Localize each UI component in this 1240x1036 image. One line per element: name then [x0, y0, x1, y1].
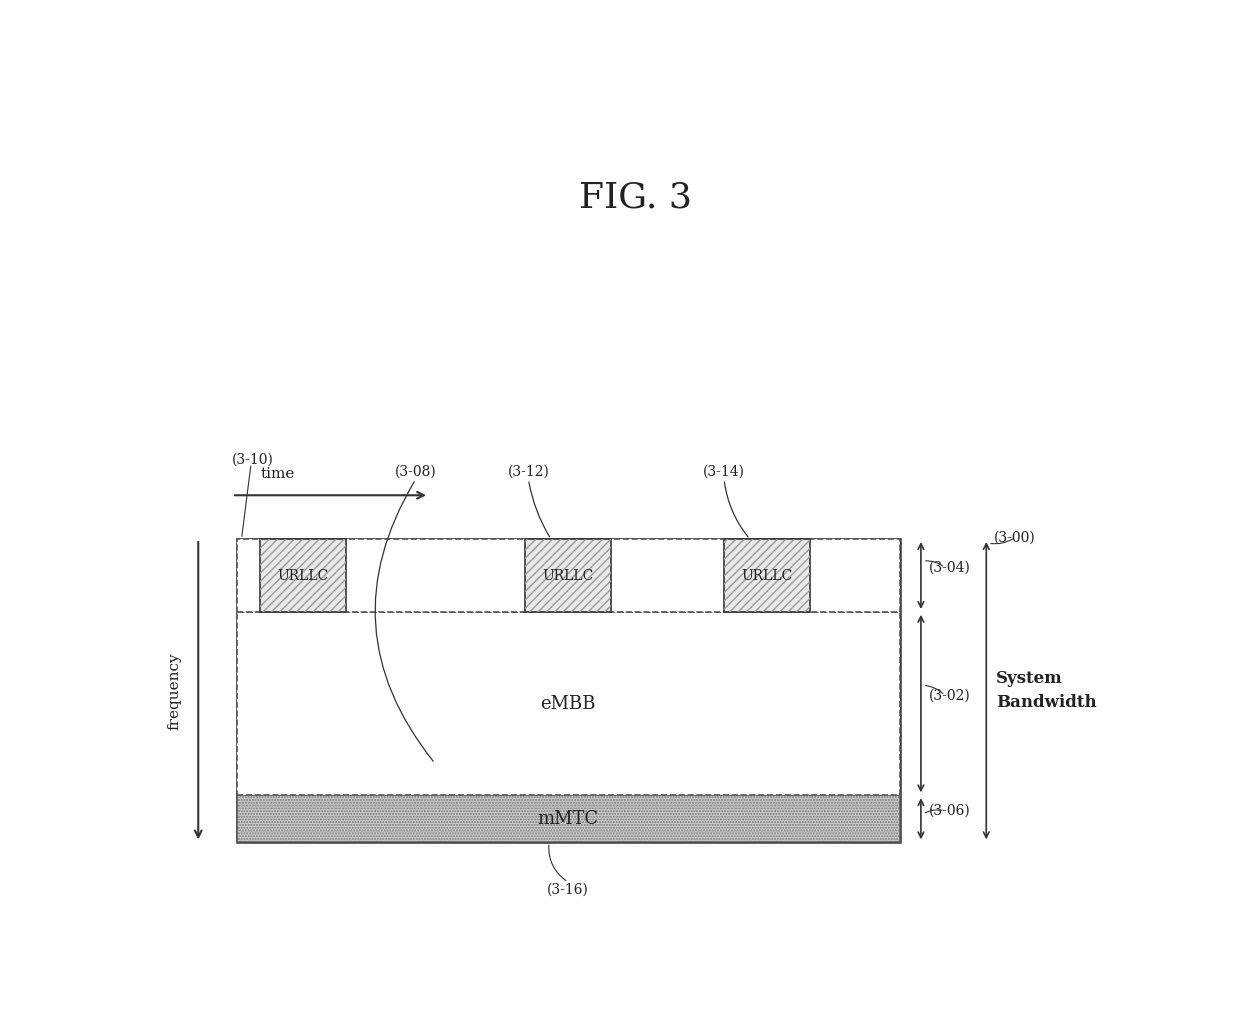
Text: (3-16): (3-16) [547, 883, 589, 897]
Bar [724, 539, 810, 612]
Bar [237, 796, 900, 842]
Bar [260, 539, 346, 612]
Bar [237, 539, 900, 612]
Bar [237, 612, 900, 796]
Text: (3-10): (3-10) [232, 453, 274, 466]
Text: URLLC: URLLC [742, 569, 792, 582]
Text: (3-14): (3-14) [703, 464, 745, 479]
Bar [724, 539, 810, 612]
Text: eMBB: eMBB [541, 694, 596, 713]
Text: URLLC: URLLC [543, 569, 594, 582]
Text: (3-04): (3-04) [929, 560, 971, 575]
Text: (3-06): (3-06) [929, 804, 971, 817]
Bar [525, 539, 611, 612]
Text: time: time [260, 467, 295, 481]
Bar [525, 539, 611, 612]
Text: (3-00): (3-00) [994, 531, 1035, 545]
Bar [260, 539, 346, 612]
Bar [237, 539, 900, 842]
Text: FIG. 3: FIG. 3 [579, 180, 692, 214]
Text: System
Bandwidth: System Bandwidth [996, 670, 1096, 711]
Text: frequency: frequency [167, 652, 181, 729]
Text: URLLC: URLLC [278, 569, 329, 582]
Text: (3-12): (3-12) [507, 464, 549, 479]
Text: (3-08): (3-08) [394, 464, 436, 479]
Bar [237, 796, 900, 842]
Text: (3-02): (3-02) [929, 689, 971, 702]
Text: mMTC: mMTC [538, 810, 599, 828]
